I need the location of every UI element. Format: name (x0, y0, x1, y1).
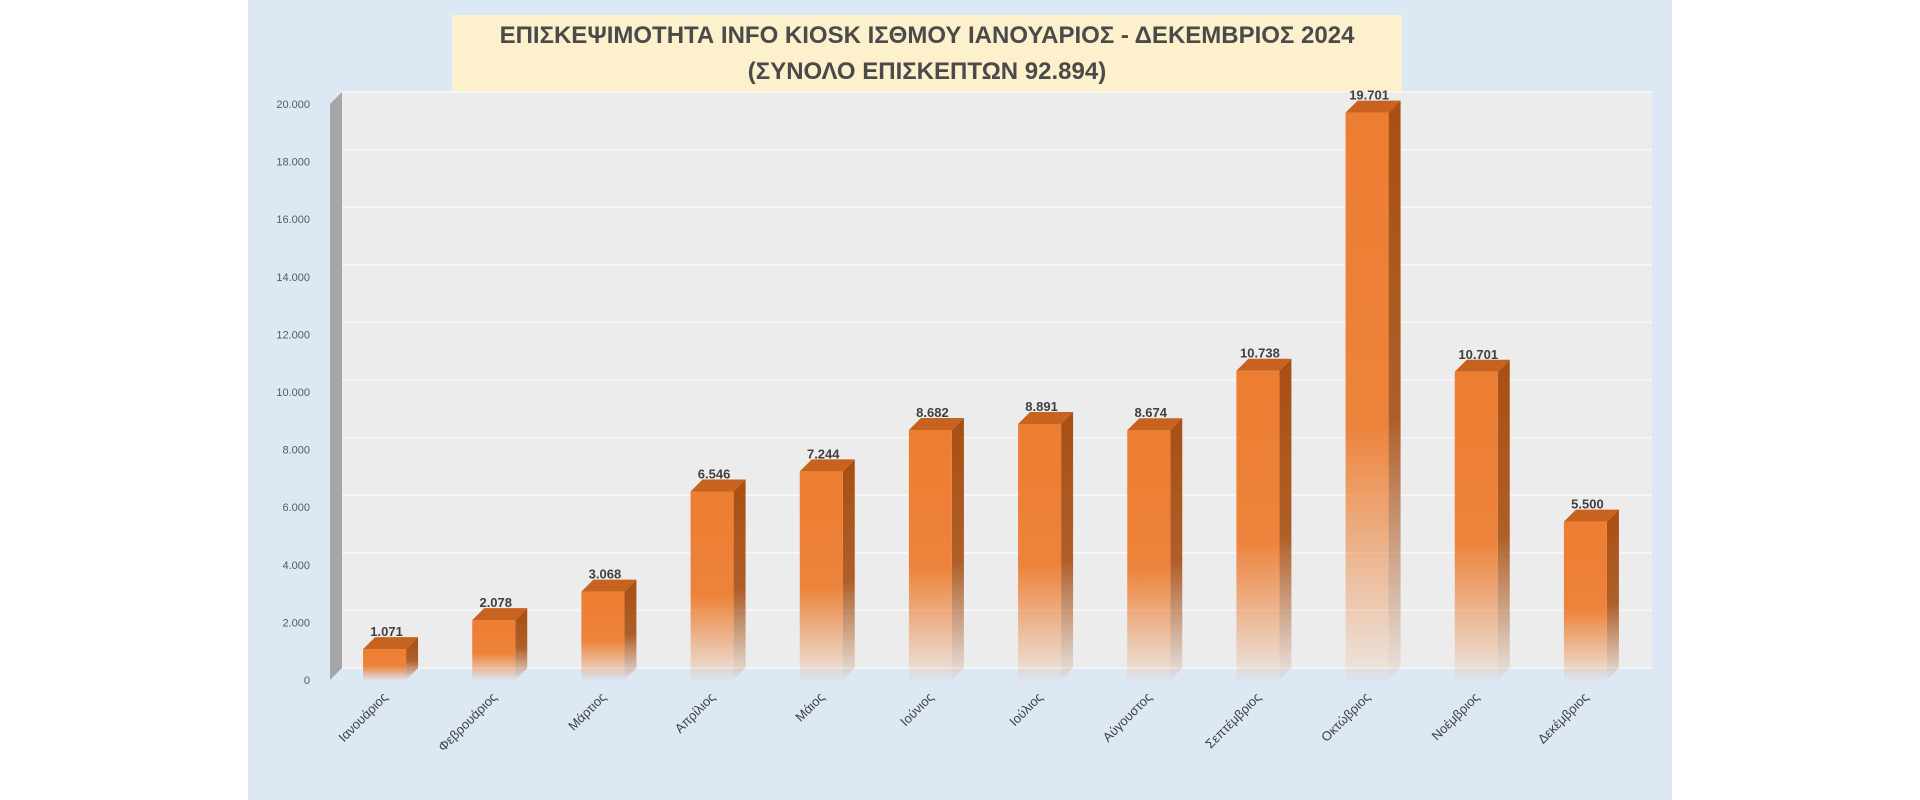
bar-4 (690, 479, 746, 680)
bar-side (624, 579, 637, 680)
bar-side (406, 637, 419, 680)
bar-side (1497, 359, 1510, 680)
bar-front (472, 620, 516, 680)
y-tick-label: 14.000 (276, 272, 310, 284)
value-label: 8.891 (1025, 399, 1058, 414)
y-tick-label: 12.000 (276, 329, 310, 341)
y-tick-label: 20.000 (276, 99, 310, 111)
value-label: 7.244 (807, 446, 840, 461)
y-tick-label: 10.000 (276, 387, 310, 399)
value-label: 8.674 (1134, 405, 1167, 420)
y-tick-label: 2.000 (282, 617, 310, 629)
x-tick-label: Νοέμβριος (1429, 690, 1483, 744)
value-label: 5.500 (1571, 497, 1604, 512)
bar-front (690, 491, 734, 680)
bar-11 (1454, 359, 1510, 680)
x-tick-label: Ιούνιος (897, 690, 936, 729)
x-tick-label: Φεβρουάριος (435, 690, 500, 755)
bar-front (799, 471, 843, 680)
x-tick-label: Δεκέμβριος (1535, 690, 1592, 747)
x-tick-label: Αύγουστος (1100, 690, 1155, 745)
bar-7 (1018, 411, 1074, 680)
y-tick-label: 0 (304, 675, 310, 687)
value-label: 10.738 (1240, 346, 1280, 361)
y-tick-label: 4.000 (282, 560, 310, 572)
bar-front (908, 429, 952, 680)
bar-6 (908, 417, 964, 680)
bar-front (1563, 521, 1607, 680)
value-label: 10.701 (1458, 347, 1498, 362)
bar-3 (581, 579, 637, 680)
y-tick-label: 8.000 (282, 445, 310, 457)
x-tick-label: Σεπτέμβριος (1202, 690, 1264, 752)
bar-12 (1563, 509, 1619, 680)
x-tick-label: Ιανουάριος (335, 690, 390, 745)
bar-top (472, 608, 528, 621)
bar-side (1388, 100, 1401, 680)
bar-top (799, 459, 855, 472)
bar-top (690, 479, 746, 492)
bar-side (1606, 509, 1619, 680)
value-label: 3.068 (589, 567, 622, 582)
bar-front (1018, 423, 1062, 680)
bar-front (1127, 430, 1171, 680)
bar-top (1563, 509, 1619, 522)
bar-front (1454, 371, 1498, 680)
bar-side (1170, 418, 1183, 680)
bar-top (1454, 359, 1510, 372)
bar-1 (363, 637, 419, 680)
x-tick-label: Μάρτιος (565, 690, 609, 734)
y-tick-label: 16.000 (276, 214, 310, 226)
x-tick-label: Μάιος (792, 690, 827, 725)
bar-10 (1345, 100, 1401, 680)
bar-top (1127, 418, 1183, 431)
bar-side (515, 608, 528, 680)
value-label: 2.078 (479, 595, 512, 610)
bar-top (363, 637, 419, 650)
bar-front (363, 649, 407, 680)
bar-front (1236, 370, 1280, 680)
bar-side (1279, 358, 1292, 680)
value-label: 8.682 (916, 405, 949, 420)
y-tick-label: 6.000 (282, 502, 310, 514)
chart-subtitle: (ΣΥΝΟΛΟ ΕΠΙΣΚΕΠΤΩΝ 92.894) (747, 58, 1107, 85)
bar-top (581, 579, 637, 592)
chart-title: ΕΠΙΣΚΕΨΙΜΟΤΗΤΑ INFO KIOSK ΙΣΘΜΟΥ ΙΑΝΟΥΑΡ… (499, 22, 1355, 49)
plot-side-wall (330, 92, 342, 680)
value-label: 6.546 (698, 466, 731, 481)
bar-5 (799, 459, 855, 680)
bar-top (908, 417, 964, 430)
x-tick-label: Απρίλιος (672, 690, 719, 737)
chart-title-box: ΕΠΙΣΚΕΨΙΜΟΤΗΤΑ INFO KIOSK ΙΣΘΜΟΥ ΙΑΝΟΥΑΡ… (452, 15, 1402, 93)
bar-8 (1127, 418, 1183, 680)
bar-side (733, 479, 746, 680)
x-tick-label: Οκτώβριος (1318, 690, 1373, 745)
bar-side (951, 417, 964, 680)
bar-2 (472, 608, 528, 680)
y-tick-label: 18.000 (276, 157, 310, 169)
bar-top (1345, 100, 1401, 113)
x-tick-label: Ιούλιος (1006, 690, 1045, 729)
value-label: 1.071 (370, 624, 403, 639)
bar-front (1345, 112, 1389, 680)
bar-side (1061, 411, 1074, 680)
bar-front (581, 591, 625, 680)
value-label: 19.701 (1349, 88, 1389, 103)
bar-9 (1236, 358, 1292, 680)
bar-top (1236, 358, 1292, 371)
bar-top (1018, 411, 1074, 424)
bar-side (842, 459, 855, 680)
